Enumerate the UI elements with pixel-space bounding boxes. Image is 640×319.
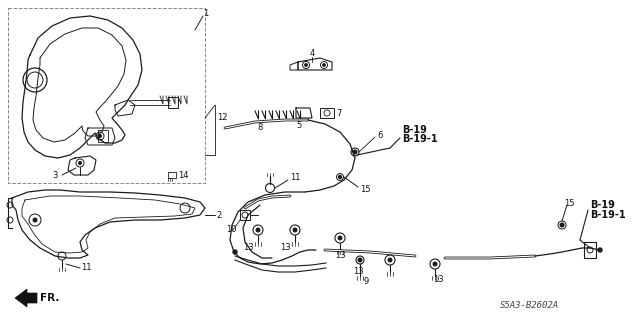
Text: 12: 12 [217, 114, 227, 122]
Text: 13: 13 [433, 276, 444, 285]
Text: 13: 13 [353, 268, 364, 277]
Circle shape [323, 64, 325, 66]
Circle shape [99, 135, 102, 137]
Text: B-19: B-19 [402, 125, 427, 135]
Circle shape [79, 161, 81, 165]
Text: S5A3-B2602A: S5A3-B2602A [500, 300, 559, 309]
Text: B-19: B-19 [590, 200, 615, 210]
Text: 8: 8 [257, 123, 262, 132]
Text: 11: 11 [290, 174, 301, 182]
Text: 3: 3 [52, 170, 58, 180]
Text: B-19-1: B-19-1 [402, 134, 438, 144]
Text: 9: 9 [363, 278, 368, 286]
Circle shape [33, 218, 37, 222]
Text: 7: 7 [336, 108, 341, 117]
Circle shape [433, 262, 437, 266]
Bar [8, 8, 205, 183]
Text: B-19-1: B-19-1 [590, 210, 626, 220]
Circle shape [560, 223, 564, 227]
Text: 11: 11 [81, 263, 92, 272]
Text: 6: 6 [377, 130, 382, 139]
Text: 1: 1 [203, 10, 208, 19]
Text: 4: 4 [309, 48, 315, 57]
Text: 15: 15 [360, 184, 371, 194]
Text: FR.: FR. [40, 293, 60, 303]
Circle shape [388, 258, 392, 262]
Text: 13: 13 [280, 243, 291, 253]
Circle shape [338, 236, 342, 240]
Circle shape [305, 64, 307, 66]
Circle shape [293, 228, 297, 232]
Circle shape [233, 250, 237, 254]
Text: 14: 14 [178, 172, 189, 181]
Text: 5: 5 [296, 122, 301, 130]
Text: 15: 15 [564, 198, 575, 207]
Text: 2: 2 [216, 211, 221, 219]
Circle shape [256, 228, 260, 232]
Circle shape [339, 175, 342, 179]
Text: 10: 10 [226, 226, 237, 234]
Circle shape [353, 150, 357, 154]
Circle shape [598, 248, 602, 252]
Text: 13: 13 [335, 251, 346, 261]
Circle shape [358, 258, 362, 262]
Polygon shape [15, 289, 37, 307]
Text: 13: 13 [243, 243, 253, 253]
